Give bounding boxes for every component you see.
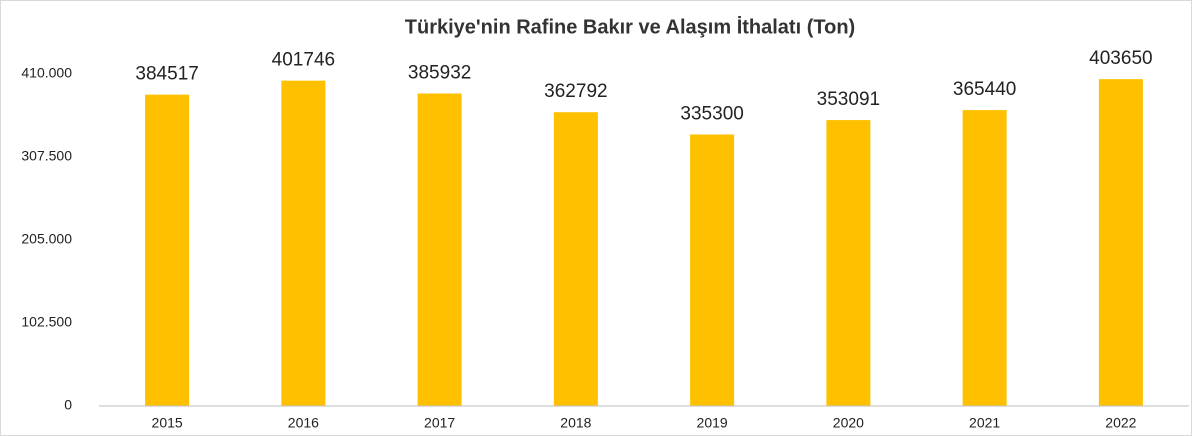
y-tick-label: 102.500	[21, 314, 72, 330]
y-tick-label: 205.000	[21, 231, 72, 247]
x-tick-label: 2017	[424, 415, 455, 431]
data-label: 335300	[680, 104, 743, 125]
bar	[1098, 79, 1143, 406]
bar	[690, 134, 735, 407]
bar	[145, 94, 190, 407]
data-label: 384517	[135, 64, 198, 85]
data-label: 403650	[1089, 48, 1152, 69]
data-label: 401746	[272, 50, 335, 71]
data-label: 353091	[817, 89, 880, 110]
x-tick-label: 2021	[969, 415, 1000, 431]
x-tick-label: 2019	[697, 415, 728, 431]
bar	[826, 120, 871, 407]
bar	[281, 80, 326, 407]
y-tick-label: 410.000	[21, 65, 72, 81]
y-tick-label: 0	[64, 397, 72, 413]
data-label: 362792	[544, 81, 607, 102]
bar	[962, 110, 1007, 406]
x-tick-label: 2020	[833, 415, 864, 431]
x-tick-label: 2015	[152, 415, 183, 431]
x-tick-label: 2022	[1105, 415, 1136, 431]
bar	[553, 112, 598, 407]
y-tick-label: 307.500	[21, 148, 72, 164]
data-label: 365440	[953, 79, 1016, 100]
bar	[417, 93, 462, 407]
chart-title: Türkiye'nin Rafine Bakır ve Alaşım İthal…	[405, 15, 855, 38]
data-label: 385932	[408, 63, 471, 84]
x-tick-label: 2016	[288, 415, 319, 431]
x-tick-label: 2018	[560, 415, 591, 431]
